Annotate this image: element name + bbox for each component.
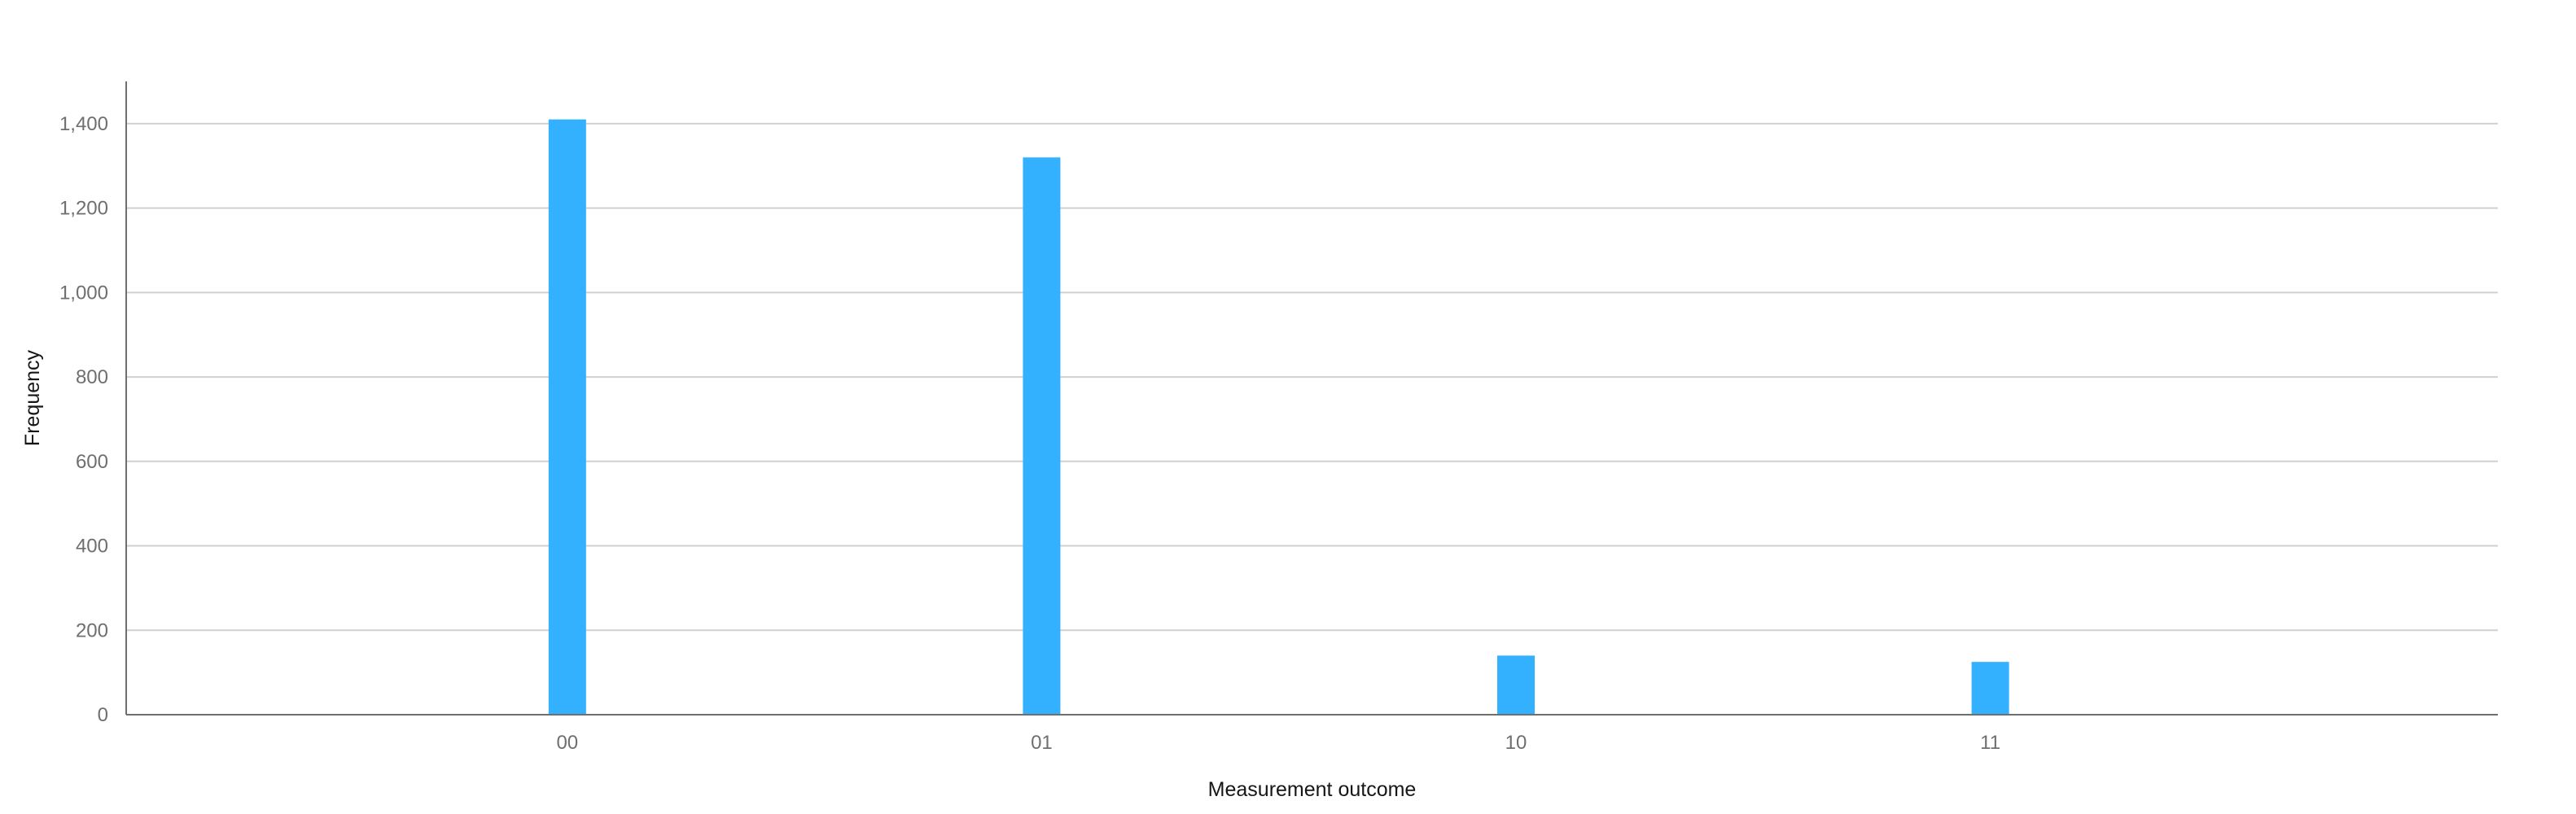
bar-00[interactable] [548, 119, 586, 715]
y-tick-labels: 0 200 400 600 800 1,000 1,200 1,400 [59, 113, 108, 726]
bar-11[interactable] [1971, 662, 2009, 715]
y-tick-label: 800 [76, 366, 108, 388]
x-axis-title: Measurement outcome [1208, 778, 1417, 801]
y-tick-label: 0 [98, 704, 108, 726]
x-tick-label: 11 [1980, 732, 2000, 754]
y-tick-label: 400 [76, 536, 108, 558]
x-tick-labels: 00 01 10 11 [556, 732, 2000, 754]
y-axis-title: Frequency [21, 349, 44, 446]
y-tick-label: 1,000 [59, 282, 108, 304]
bar-01[interactable] [1023, 157, 1061, 716]
y-tick-label: 1,200 [59, 198, 108, 220]
x-tick-label: 10 [1505, 732, 1527, 754]
y-tick-label: 1,400 [59, 113, 108, 135]
bars [548, 119, 2009, 716]
x-tick-label: 01 [1031, 732, 1053, 754]
y-tick-label: 200 [76, 619, 108, 641]
x-tick-label: 00 [556, 732, 578, 754]
y-tick-label: 600 [76, 451, 108, 473]
gridlines [126, 122, 2498, 632]
axes [125, 81, 2498, 716]
bar-10[interactable] [1497, 655, 1536, 715]
